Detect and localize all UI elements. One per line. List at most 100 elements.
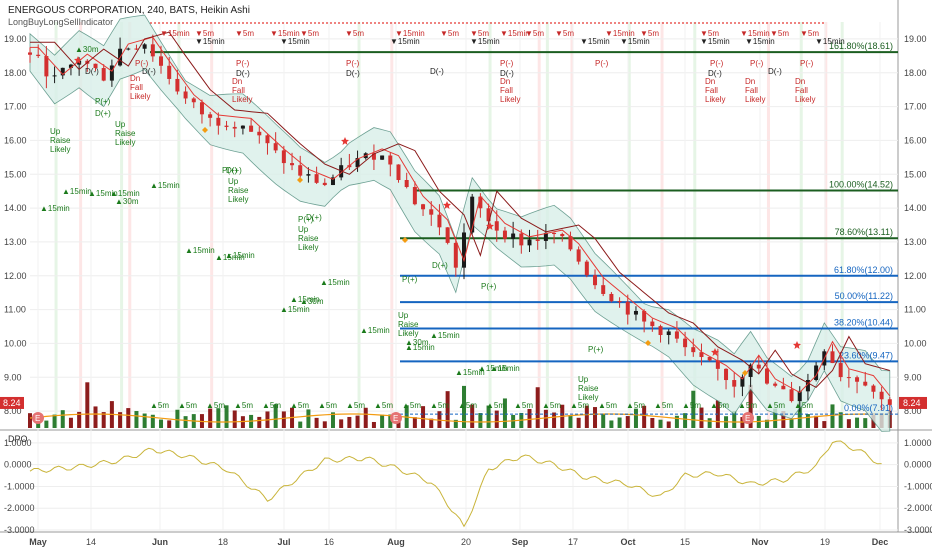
volume-bar xyxy=(77,411,82,428)
fib-level-label: 161.80%(18.61) xyxy=(829,41,893,51)
volume-bar xyxy=(699,407,704,428)
p-minus-label: P(-) xyxy=(595,59,609,68)
volume-bar xyxy=(85,382,90,428)
candle-body xyxy=(371,153,376,160)
volume-bar xyxy=(584,405,589,428)
volume-bar xyxy=(371,421,376,428)
session-stripe xyxy=(660,22,664,428)
volume-bar xyxy=(494,410,499,428)
buy-5m-signal: ▲5m xyxy=(150,401,169,410)
candle-body xyxy=(191,98,196,103)
volume-bar xyxy=(609,420,614,428)
up-raise-likely-label: Likely xyxy=(50,145,70,154)
volume-bar xyxy=(412,417,417,428)
d-plus-label: D(+) xyxy=(432,261,448,270)
price-tick-label-right: 8.00 xyxy=(904,406,922,416)
dn-fall-likely-label: Dn xyxy=(500,77,510,86)
volume-bar xyxy=(486,405,491,428)
candle-body xyxy=(740,376,745,387)
volume-bar xyxy=(93,406,98,428)
buy-5m-signal: ▲5m xyxy=(178,401,197,410)
dn-fall-likely-label: Likely xyxy=(500,95,520,104)
time-tick-label: 17 xyxy=(568,537,578,547)
fibonacci-levels: 161.80%(18.61) 100.00%(14.52) 78.60%(13.11… xyxy=(150,41,898,415)
candle-body xyxy=(478,196,483,209)
candle-body xyxy=(52,75,57,77)
price-tick-label-right: 18.00 xyxy=(904,68,927,78)
buy-5m-signal: ▲5m xyxy=(234,401,253,410)
sell-signal: ▼15min xyxy=(740,29,770,38)
price-tick-label-right: 13.00 xyxy=(904,237,927,247)
volume-bar xyxy=(208,408,213,428)
volume-bar xyxy=(52,414,57,428)
p-plus-label: P(+) xyxy=(588,345,604,354)
volume-bar xyxy=(625,416,630,428)
sell-15min-black-signal: ▼15min xyxy=(815,37,845,46)
candle-body xyxy=(502,230,507,239)
volume-bar xyxy=(535,387,540,428)
time-tick-label: Oct xyxy=(620,537,635,547)
candle-body xyxy=(838,363,843,378)
time-tick-label: 16 xyxy=(324,537,334,547)
candle-body xyxy=(429,209,434,215)
candle-body xyxy=(732,380,737,387)
session-stripe xyxy=(824,22,828,428)
volume-bar xyxy=(44,420,49,428)
d-plus-label: D(+) xyxy=(306,213,322,222)
sell-signal: ▼5m xyxy=(770,29,789,38)
sell-signal: ▼5m xyxy=(300,29,319,38)
session-stripe xyxy=(210,22,214,428)
buy-5m-signal: ▲5m xyxy=(206,401,225,410)
candle-body xyxy=(44,56,49,77)
volume-bar xyxy=(322,421,327,428)
candle-body xyxy=(666,331,671,336)
price-tick-label-left: 12.00 xyxy=(4,271,27,281)
p-plus-label: P(+) xyxy=(222,166,238,175)
volume-bar xyxy=(470,404,475,428)
buy-5m-signal: ▲5m xyxy=(458,401,477,410)
price-tick-label-left: 8.00 xyxy=(4,406,22,416)
candle-body xyxy=(552,232,557,235)
d-minus-label: D(-) xyxy=(85,67,99,76)
time-tick-label: Dec xyxy=(872,537,889,547)
up-raise-likely-label: Likely xyxy=(298,243,318,252)
buy-5m-signal: ▲5m xyxy=(514,401,533,410)
candle-body xyxy=(388,155,393,165)
volume-bar xyxy=(224,405,229,428)
buy-5m-signal: ▲5m xyxy=(682,401,701,410)
dpo-tick-label-right: 0.0000 xyxy=(904,460,932,470)
volume-bar xyxy=(142,413,147,428)
candle-body xyxy=(764,368,769,384)
time-tick-label: Sep xyxy=(512,537,529,547)
volume-bar xyxy=(429,418,434,428)
p-minus-label: P(-) xyxy=(750,59,764,68)
buy-5m-signal: ▲5m xyxy=(626,401,645,410)
sell-15min-black-signal: ▼15min xyxy=(390,37,420,46)
price-tick-label-left: 11.00 xyxy=(4,305,26,315)
d-minus-label: D(-) xyxy=(346,69,360,78)
volume-bar xyxy=(666,421,671,428)
last-price-badge-left xyxy=(0,396,24,409)
time-tick-label: 18 xyxy=(218,537,228,547)
volume-bar xyxy=(732,410,737,428)
fib-level-label: 50.00%(11.22) xyxy=(835,291,893,301)
candle-body xyxy=(855,377,860,382)
candle-body xyxy=(773,383,778,386)
candle-body xyxy=(863,381,868,386)
volume-bar xyxy=(453,419,458,428)
candle-body xyxy=(199,102,204,115)
buy-5m-signal: ▲5m xyxy=(710,401,729,410)
candle-body xyxy=(453,242,458,268)
candle-body xyxy=(814,365,819,380)
volume-bar xyxy=(502,398,507,428)
sell-15min-black-signal: ▼15min xyxy=(470,37,500,46)
candle-body xyxy=(756,364,761,369)
session-stripe xyxy=(120,22,124,428)
up-raise-likely-label: Raise xyxy=(578,384,599,393)
candle-body xyxy=(150,44,155,57)
price-tick-label-left: 18.00 xyxy=(4,68,27,78)
buy-5m-signal: ▲5m xyxy=(738,401,757,410)
candle-body xyxy=(281,150,286,164)
dpo-tick-label-left: 0.0000 xyxy=(4,460,32,470)
candle-body xyxy=(208,114,213,118)
